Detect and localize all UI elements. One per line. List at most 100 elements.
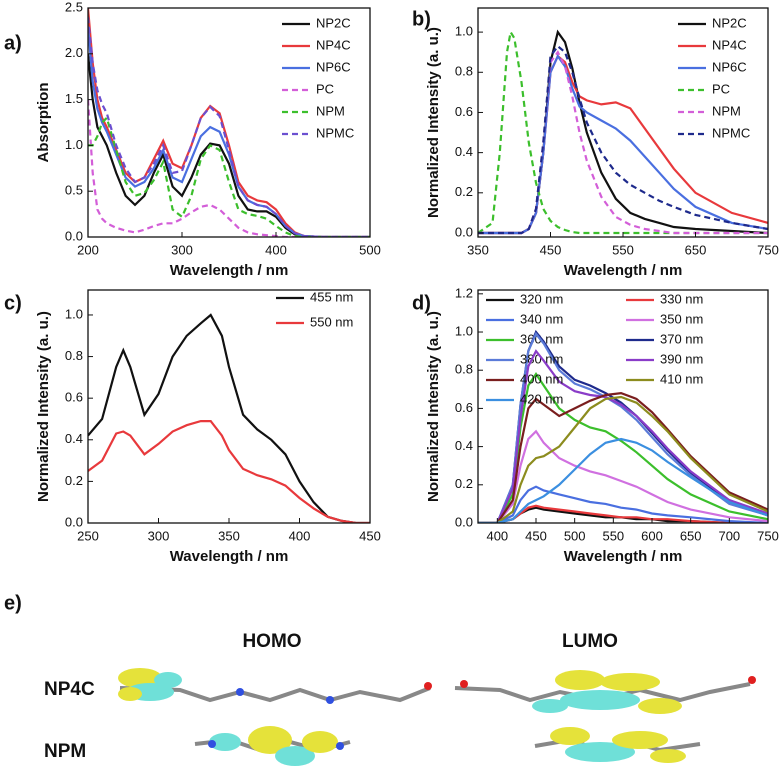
y-tick-label: 0.2	[65, 473, 83, 488]
y-tick-label: 0.2	[455, 184, 473, 199]
x-axis-title: Wavelength / nm	[564, 262, 683, 279]
molecule-lumo-np4c	[454, 670, 756, 714]
x-tick-label: 300	[171, 242, 193, 257]
x-axis-title: Wavelength / nm	[564, 548, 683, 565]
row-label: NPM	[44, 741, 86, 762]
legend-label: PC	[316, 81, 334, 96]
legend-label: 410 nm	[660, 371, 703, 386]
x-tick-label: 350	[218, 528, 240, 543]
y-axis-title: Absorption	[35, 83, 52, 163]
legend-label: NP6C	[316, 59, 351, 74]
x-tick-label: 200	[77, 242, 99, 257]
x-tick-label: 700	[718, 528, 740, 543]
legend-label: 320 nm	[520, 291, 563, 306]
x-tick-label: 350	[467, 242, 489, 257]
data-line	[478, 29, 768, 235]
y-tick-label: 0.0	[65, 228, 83, 243]
data-line	[478, 437, 768, 523]
y-tick-label: 0.6	[455, 104, 473, 119]
x-tick-label: 300	[148, 528, 170, 543]
legend-label: NP4C	[712, 37, 747, 52]
y-tick-label: 0.4	[455, 438, 473, 453]
legend-label: NP4C	[316, 37, 351, 52]
data-line	[88, 53, 370, 237]
y-tick-label: 0.8	[455, 64, 473, 79]
data-line	[88, 115, 370, 237]
data-line	[478, 44, 768, 235]
data-line	[88, 313, 370, 523]
x-tick-label: 450	[525, 528, 547, 543]
data-line	[88, 99, 370, 237]
y-tick-label: 2.0	[65, 45, 83, 60]
y-tick-label: 1.0	[455, 24, 473, 39]
y-axis-title: Normalized Intensity (a. u.)	[425, 27, 442, 218]
x-tick-label: 500	[564, 528, 586, 543]
y-tick-label: 0.0	[65, 514, 83, 529]
y-tick-label: 0.4	[65, 431, 83, 446]
panel-label: c)	[4, 292, 22, 314]
y-tick-label: 1.0	[65, 306, 83, 321]
panel-label: e)	[4, 592, 22, 614]
legend-label: NPM	[316, 103, 345, 118]
column-label: LUMO	[562, 631, 618, 652]
panel-label: d)	[412, 292, 431, 314]
y-tick-label: 0.0	[455, 224, 473, 239]
y-tick-label: 0.6	[455, 400, 473, 415]
plot-frame	[477, 289, 769, 524]
data-line	[478, 485, 768, 523]
legend-label: NP6C	[712, 59, 747, 74]
x-tick-label: 250	[77, 528, 99, 543]
panel-label: a)	[4, 32, 22, 54]
x-tick-label: 450	[359, 528, 381, 543]
data-line	[478, 349, 768, 523]
y-tick-label: 0.4	[455, 144, 473, 159]
plot-frame	[87, 7, 371, 238]
molecule-homo-np4c	[118, 668, 432, 704]
legend-label: 340 nm	[520, 311, 563, 326]
x-tick-label: 600	[641, 528, 663, 543]
y-axis-title: Normalized Intensity (a. u.)	[425, 311, 442, 502]
panel-label: b)	[412, 8, 431, 30]
legend-label: NPM	[712, 103, 741, 118]
x-tick-label: 400	[486, 528, 508, 543]
legend-label: 400 nm	[520, 371, 563, 386]
x-axis-title: Wavelength / nm	[170, 262, 289, 279]
x-tick-label: 650	[685, 242, 707, 257]
legend-label: 550 nm	[310, 314, 353, 329]
x-axis-title: Wavelength / nm	[170, 548, 289, 565]
y-tick-label: 1.5	[65, 91, 83, 106]
y-tick-label: 1.0	[65, 137, 83, 152]
x-tick-label: 400	[265, 242, 287, 257]
legend-label: 330 nm	[660, 291, 703, 306]
y-tick-label: 0.5	[65, 183, 83, 198]
y-tick-label: 1.0	[455, 323, 473, 338]
data-line	[478, 391, 768, 523]
y-tick-label: 1.2	[455, 285, 473, 300]
x-tick-label: 650	[680, 528, 702, 543]
legend-label: NP2C	[316, 15, 351, 30]
y-tick-label: 0.8	[65, 348, 83, 363]
data-line	[478, 331, 768, 523]
legend-label: PC	[712, 81, 730, 96]
data-line	[478, 395, 768, 523]
y-axis-title: Normalized Intensity (a. u.)	[35, 311, 52, 502]
data-line	[88, 420, 370, 523]
legend-label: NP2C	[712, 15, 747, 30]
molecule-lumo-npm	[534, 727, 701, 763]
y-tick-label: 2.5	[65, 0, 83, 14]
y-tick-label: 0.8	[455, 362, 473, 377]
legend-label: 420 nm	[520, 391, 563, 406]
column-label: HOMO	[242, 631, 301, 652]
legend-label: NPMC	[712, 125, 750, 140]
y-tick-label: 0.2	[455, 476, 473, 491]
data-line	[88, 17, 370, 237]
y-tick-label: 0.0	[455, 514, 473, 529]
molecule-homo-npm	[194, 726, 351, 766]
data-line	[478, 429, 768, 523]
x-tick-label: 550	[602, 528, 624, 543]
x-tick-label: 750	[757, 242, 779, 257]
row-label: NP4C	[44, 679, 95, 700]
x-tick-label: 550	[612, 242, 634, 257]
legend-label: 370 nm	[660, 331, 703, 346]
